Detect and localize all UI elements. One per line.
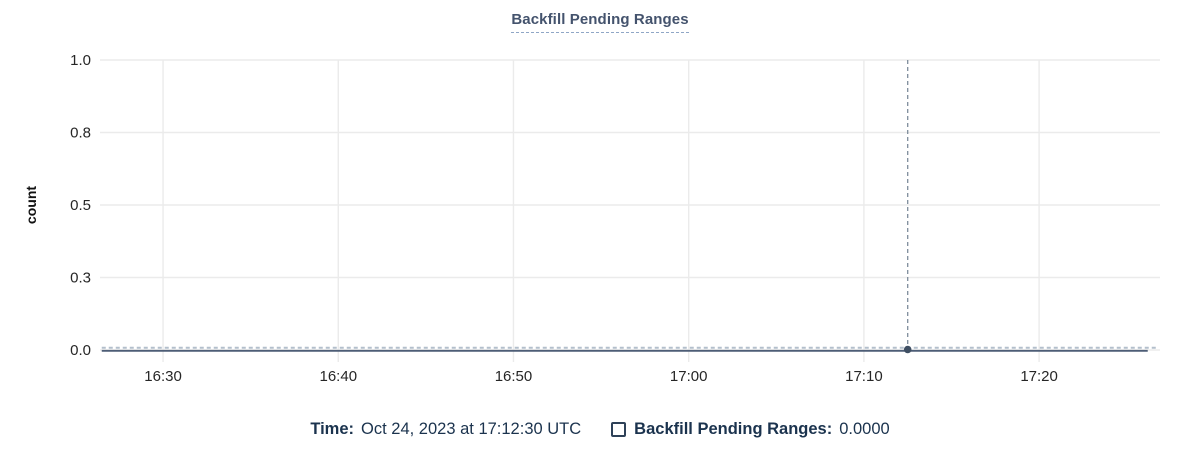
data-point-dot xyxy=(903,345,912,354)
y-tick-label: 1.0 xyxy=(70,52,91,69)
y-tick-label: 0.0 xyxy=(70,342,91,359)
time-value: Oct 24, 2023 at 17:12:30 UTC xyxy=(361,420,582,438)
y-axis-label: count xyxy=(23,186,39,224)
series-value: 0.0000 xyxy=(839,420,890,438)
y-tick-label: 0.5 xyxy=(70,197,91,214)
x-tick-label: 17:20 xyxy=(1020,368,1058,385)
x-tick-label: 16:30 xyxy=(144,368,182,385)
chart-title[interactable]: Backfill Pending Ranges xyxy=(511,11,689,33)
legend-item-backfill-pending-ranges[interactable]: Backfill Pending Ranges: 0.0000 xyxy=(611,420,890,439)
x-tick-label: 16:50 xyxy=(495,368,533,385)
hover-time: Time: Oct 24, 2023 at 17:12:30 UTC xyxy=(310,420,581,439)
x-tick-label: 17:00 xyxy=(670,368,708,385)
y-tick-label: 0.8 xyxy=(70,125,91,142)
time-label: Time: xyxy=(310,420,355,438)
chart-header: Backfill Pending Ranges xyxy=(0,11,1200,33)
x-tick-label: 17:10 xyxy=(845,368,883,385)
hover-legend: Time: Oct 24, 2023 at 17:12:30 UTC Backf… xyxy=(0,420,1200,439)
x-tick-label: 16:40 xyxy=(320,368,358,385)
legend-checkbox[interactable] xyxy=(611,422,627,437)
chart-plot-area[interactable]: 1.0 0.8 0.5 0.3 0.0 16:30 16:40 16:50 17:00 17:10… xyxy=(0,0,1200,400)
series-label: Backfill Pending Ranges: xyxy=(634,420,833,438)
y-tick-label: 0.3 xyxy=(70,270,91,287)
